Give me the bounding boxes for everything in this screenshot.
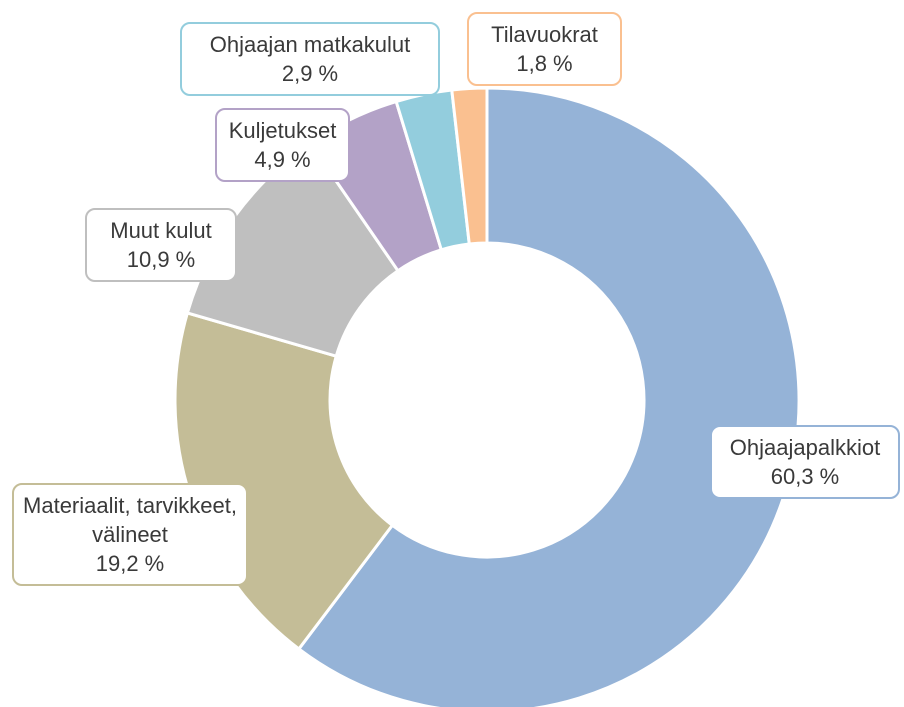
label-value: 1,8 % bbox=[516, 51, 573, 76]
label-name: Tilavuokrat bbox=[491, 22, 598, 47]
data-label: Ohjaajan matkakulut 2,9 % bbox=[180, 22, 440, 96]
data-label: Tilavuokrat 1,8 % bbox=[467, 12, 622, 86]
label-value: 2,9 % bbox=[281, 61, 339, 86]
label-value: 10,9 % bbox=[126, 247, 196, 272]
data-label: Kuljetukset 4,9 % bbox=[215, 108, 350, 182]
label-name: Ohjaajapalkkiot bbox=[729, 435, 881, 460]
label-value: 19,2 % bbox=[95, 551, 165, 576]
donut-slice bbox=[450, 86, 489, 246]
data-label: Materiaalit, tarvikkeet, välineet 19,2 % bbox=[12, 483, 248, 586]
data-label: Muut kulut 10,9 % bbox=[85, 208, 237, 282]
label-value: 60,3 % bbox=[770, 464, 840, 489]
data-label: Ohjaajapalkkiot 60,3 % bbox=[710, 425, 900, 499]
label-value: 4,9 % bbox=[254, 147, 311, 172]
label-name: Materiaalit, tarvikkeet, välineet bbox=[23, 493, 237, 547]
label-name: Kuljetukset bbox=[228, 118, 337, 143]
label-name: Muut kulut bbox=[110, 218, 212, 243]
label-name: Ohjaajan matkakulut bbox=[209, 32, 411, 57]
